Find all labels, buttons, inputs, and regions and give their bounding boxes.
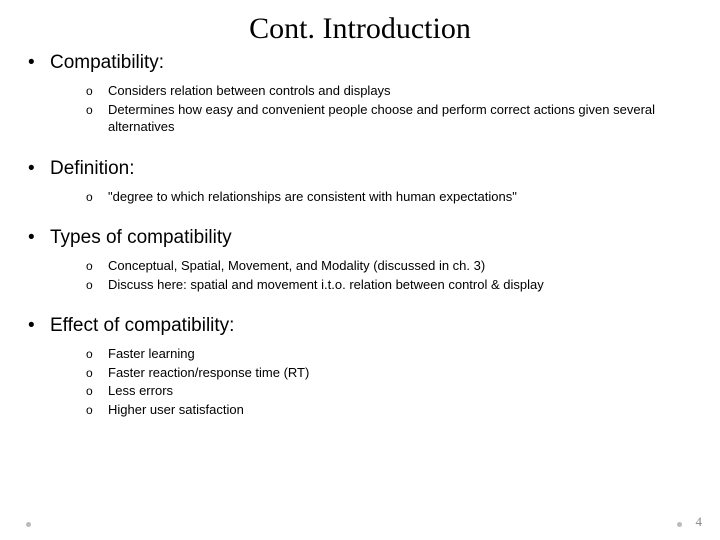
circle-icon: o bbox=[86, 383, 108, 399]
list-item: o Determines how easy and convenient peo… bbox=[86, 101, 692, 136]
bullet-icon: • bbox=[28, 52, 50, 74]
list-item: o "degree to which relationships are con… bbox=[86, 188, 692, 206]
list-item: o Higher user satisfaction bbox=[86, 401, 692, 419]
sub-list: o Considers relation between controls an… bbox=[28, 78, 692, 136]
circle-icon: o bbox=[86, 277, 108, 293]
sub-list: o "degree to which relationships are con… bbox=[28, 184, 692, 206]
item-text: "degree to which relationships are consi… bbox=[108, 188, 517, 206]
decoration-dot-icon bbox=[26, 522, 31, 527]
item-text: Faster learning bbox=[108, 345, 195, 363]
sub-list: o Conceptual, Spatial, Movement, and Mod… bbox=[28, 253, 692, 293]
circle-icon: o bbox=[86, 258, 108, 274]
heading-text: Compatibility: bbox=[50, 52, 164, 74]
list-item: o Conceptual, Spatial, Movement, and Mod… bbox=[86, 257, 692, 275]
item-text: Discuss here: spatial and movement i.t.o… bbox=[108, 276, 544, 294]
item-text: Faster reaction/response time (RT) bbox=[108, 364, 309, 382]
heading-text: Definition: bbox=[50, 158, 135, 180]
circle-icon: o bbox=[86, 365, 108, 381]
section-definition: • Definition: o "degree to which relatio… bbox=[28, 158, 692, 206]
circle-icon: o bbox=[86, 102, 108, 118]
slide-title: Cont. Introduction bbox=[0, 0, 720, 52]
bullet-icon: • bbox=[28, 227, 50, 249]
page-number: 4 bbox=[696, 514, 703, 530]
list-item: o Discuss here: spatial and movement i.t… bbox=[86, 276, 692, 294]
circle-icon: o bbox=[86, 402, 108, 418]
circle-icon: o bbox=[86, 189, 108, 205]
section-heading: • Types of compatibility bbox=[28, 227, 692, 249]
item-text: Less errors bbox=[108, 382, 173, 400]
item-text: Higher user satisfaction bbox=[108, 401, 244, 419]
heading-text: Types of compatibility bbox=[50, 227, 232, 249]
list-item: o Faster learning bbox=[86, 345, 692, 363]
list-item: o Considers relation between controls an… bbox=[86, 82, 692, 100]
item-text: Conceptual, Spatial, Movement, and Modal… bbox=[108, 257, 485, 275]
section-compatibility: • Compatibility: o Considers relation be… bbox=[28, 52, 692, 136]
section-types: • Types of compatibility o Conceptual, S… bbox=[28, 227, 692, 293]
slide-content: • Compatibility: o Considers relation be… bbox=[0, 52, 720, 418]
section-heading: • Effect of compatibility: bbox=[28, 315, 692, 337]
section-heading: • Compatibility: bbox=[28, 52, 692, 74]
item-text: Determines how easy and convenient peopl… bbox=[108, 101, 692, 136]
section-heading: • Definition: bbox=[28, 158, 692, 180]
section-effect: • Effect of compatibility: o Faster lear… bbox=[28, 315, 692, 418]
item-text: Considers relation between controls and … bbox=[108, 82, 391, 100]
circle-icon: o bbox=[86, 83, 108, 99]
bullet-icon: • bbox=[28, 315, 50, 337]
list-item: o Faster reaction/response time (RT) bbox=[86, 364, 692, 382]
circle-icon: o bbox=[86, 346, 108, 362]
heading-text: Effect of compatibility: bbox=[50, 315, 234, 337]
list-item: o Less errors bbox=[86, 382, 692, 400]
decoration-dot-icon bbox=[677, 522, 682, 527]
bullet-icon: • bbox=[28, 158, 50, 180]
sub-list: o Faster learning o Faster reaction/resp… bbox=[28, 341, 692, 418]
